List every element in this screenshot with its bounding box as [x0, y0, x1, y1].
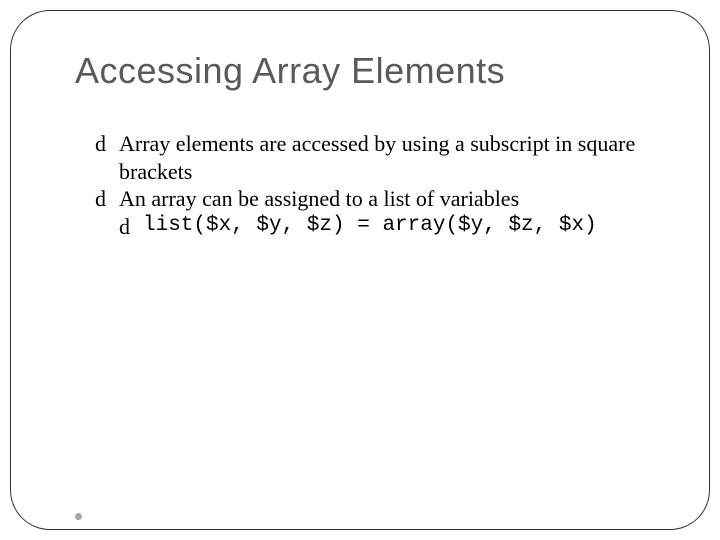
bullet-item: d Array elements are accessed by using a…: [95, 130, 645, 185]
bullet-icon: d: [95, 130, 119, 158]
slide-content: d Array elements are accessed by using a…: [95, 130, 645, 240]
bullet-item: d An array can be assigned to a list of …: [95, 185, 645, 213]
slide: Accessing Array Elements d Array element…: [0, 0, 720, 540]
slide-title: Accessing Array Elements: [75, 50, 505, 92]
sub-bullet-item: d list($x, $y, $z) = array($y, $z, $x): [95, 213, 645, 241]
bullet-text: An array can be assigned to a list of va…: [119, 185, 645, 213]
bullet-text: Array elements are accessed by using a s…: [119, 130, 645, 185]
code-line: list($x, $y, $z) = array($y, $z, $x): [143, 213, 597, 239]
footer-dot-icon: [75, 513, 82, 520]
bullet-icon: d: [119, 213, 143, 241]
bullet-icon: d: [95, 185, 119, 213]
